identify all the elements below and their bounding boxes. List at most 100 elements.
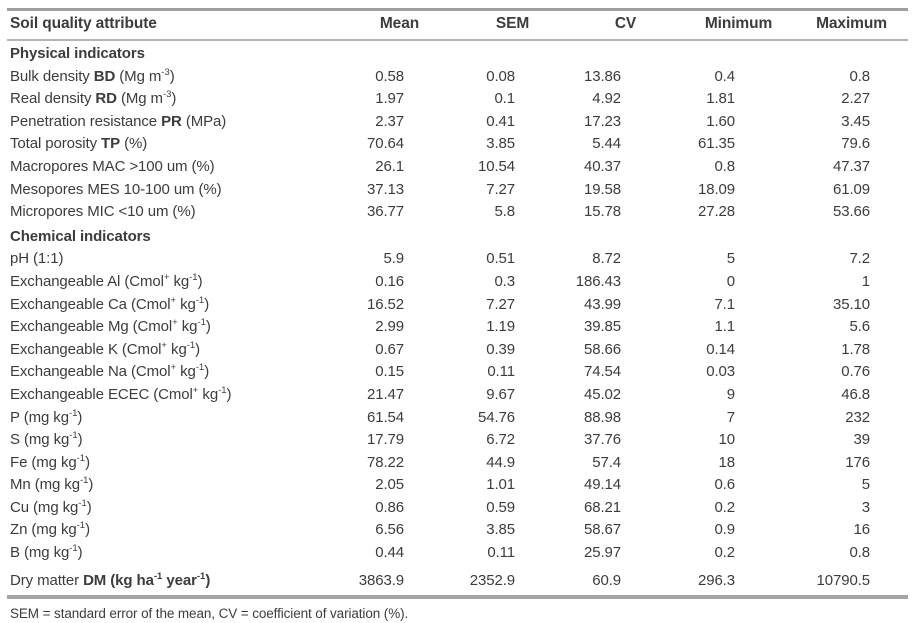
value-cell: 3.85 [486, 135, 515, 153]
soil-quality-table: Soil quality attribute Mean SEM CV Minim… [7, 8, 908, 600]
attribute-cell: Exchangeable Ca (Cmol+ kg-1) [10, 294, 210, 313]
attribute-cell: pH (1:1) [10, 250, 64, 268]
value-cell: 0.3 [494, 272, 515, 290]
attribute-cell: B (mg kg-1) [10, 543, 83, 562]
value-cell: 18 [718, 453, 736, 471]
value-cell: 79.6 [841, 135, 870, 153]
table-row: Real density RD (Mg m-3) 1.97 0.1 4.92 1.81 2… [7, 88, 908, 111]
value-cell: 3863.9 [358, 571, 404, 589]
value-cell: 27.28 [697, 203, 735, 221]
attribute-cell: Exchangeable K (Cmol+ kg-1) [10, 339, 201, 358]
attribute-cell: Bulk density BD (Mg m-3) [10, 66, 175, 85]
value-cell: 39 [853, 431, 871, 449]
value-cell: 0.2 [714, 498, 735, 516]
value-cell: 5.6 [849, 318, 870, 336]
section-header-row: Chemical indicators [7, 224, 908, 249]
table-row: pH (1:1) 5.9 0.51 8.72 5 7.2 [7, 248, 908, 271]
attribute-cell: Total porosity TP (%) [10, 135, 148, 153]
value-cell: 19.58 [583, 180, 621, 198]
value-cell: 0.11 [487, 363, 515, 381]
value-cell: 44.9 [486, 453, 515, 471]
header-row: Soil quality attribute Mean SEM CV Minim… [7, 9, 908, 41]
attribute-cell: P (mg kg-1) [10, 407, 83, 426]
attribute-cell: Macropores MAC >100 um (%) [10, 157, 215, 175]
value-cell: 10 [718, 431, 736, 449]
attribute-cell: Zn (mg kg-1) [10, 520, 90, 539]
table-row: Exchangeable Mg (Cmol+ kg-1) 2.99 1.19 39.8… [7, 316, 908, 339]
value-cell: 7.1 [714, 295, 735, 313]
section-title: Physical indicators [10, 45, 145, 62]
attribute-cell: Cu (mg kg-1) [10, 497, 92, 516]
value-cell: 2.99 [375, 318, 404, 336]
value-cell: 0.51 [486, 250, 515, 268]
value-cell: 2352.9 [469, 571, 515, 589]
summary-row: Dry matter DM (kg ha-1 year-1) 3863.9 2352… [7, 565, 908, 598]
value-cell: 3.45 [841, 112, 870, 130]
value-cell: 35.10 [832, 295, 870, 313]
value-cell: 0.15 [375, 363, 404, 381]
value-cell: 0.86 [375, 498, 404, 516]
footnote: SEM = standard error of the mean, CV = c… [10, 606, 409, 622]
table-row: Exchangeable Ca (Cmol+ kg-1) 16.52 7.27 43.… [7, 294, 908, 317]
table-row: Bulk density BD (Mg m-3) 0.58 0.08 13.86 0.4… [7, 66, 908, 89]
table-row: Mn (mg kg-1) 2.05 1.01 49.14 0.6 5 [7, 474, 908, 497]
value-cell: 15.78 [583, 203, 621, 221]
value-cell: 43.99 [583, 295, 621, 313]
value-cell: 0.1 [494, 90, 515, 108]
value-cell: 6.56 [375, 521, 404, 539]
value-cell: 74.54 [583, 363, 621, 381]
value-cell: 17.79 [366, 431, 404, 449]
table-row: Exchangeable Na (Cmol+ kg-1) 0.15 0.11 74.5… [7, 361, 908, 384]
attribute-cell: S (mg kg-1) [10, 430, 83, 449]
value-cell: 78.22 [366, 453, 404, 471]
value-cell: 296.3 [697, 571, 735, 589]
value-cell: 37.76 [583, 431, 621, 449]
value-cell: 45.02 [583, 385, 621, 403]
value-cell: 16.52 [366, 295, 404, 313]
attribute-cell: Micropores MIC <10 um (%) [10, 203, 196, 221]
value-cell: 1.19 [486, 318, 515, 336]
value-cell: 88.98 [583, 408, 621, 426]
value-cell: 0.8 [849, 67, 870, 85]
col-header-minimum: Minimum [682, 9, 795, 41]
value-cell: 0.44 [375, 544, 404, 562]
value-cell: 26.1 [375, 157, 404, 175]
value-cell: 232 [845, 408, 870, 426]
value-cell: 0.14 [706, 340, 735, 358]
value-cell: 0.58 [375, 67, 404, 85]
value-cell: 13.86 [583, 67, 621, 85]
value-cell: 6.72 [486, 431, 515, 449]
value-cell: 0.41 [486, 112, 515, 130]
value-cell: 1.81 [706, 90, 735, 108]
section-title: Chemical indicators [10, 227, 151, 245]
attribute-cell: Exchangeable Al (Cmol+ kg-1) [10, 271, 203, 290]
table-row: Exchangeable Al (Cmol+ kg-1) 0.16 0.3 186.4… [7, 271, 908, 294]
value-cell: 3.85 [486, 521, 515, 539]
value-cell: 0.6 [714, 476, 735, 494]
value-cell: 0.16 [375, 272, 404, 290]
value-cell: 7.27 [486, 180, 515, 198]
attribute-cell: Mesopores MES 10-100 um (%) [10, 180, 222, 198]
table-row: Penetration resistance PR (MPa) 2.37 0.41 1… [7, 111, 908, 134]
value-cell: 0.8 [714, 157, 735, 175]
value-cell: 40.37 [583, 157, 621, 175]
attribute-cell: Exchangeable Mg (Cmol+ kg-1) [10, 317, 211, 336]
value-cell: 7.2 [849, 250, 870, 268]
value-cell: 10790.5 [816, 571, 870, 589]
value-cell: 58.67 [583, 521, 621, 539]
value-cell: 39.85 [583, 318, 621, 336]
table-row: Total porosity TP (%) 70.64 3.85 5.44 61.35 7… [7, 133, 908, 156]
table-row: S (mg kg-1) 17.79 6.72 37.76 10 39 [7, 429, 908, 452]
value-cell: 1.78 [841, 340, 870, 358]
value-cell: 0 [726, 272, 735, 290]
value-cell: 46.8 [841, 385, 870, 403]
table-row: Macropores MAC >100 um (%) 26.1 10.54 40.37… [7, 156, 908, 179]
value-cell: 16 [853, 521, 871, 539]
attribute-cell: Mn (mg kg-1) [10, 475, 94, 494]
value-cell: 37.13 [366, 180, 404, 198]
table-row: P (mg kg-1) 61.54 54.76 88.98 7 232 [7, 407, 908, 430]
value-cell: 1.1 [714, 318, 735, 336]
value-cell: 70.64 [366, 135, 404, 153]
value-cell: 18.09 [697, 180, 735, 198]
